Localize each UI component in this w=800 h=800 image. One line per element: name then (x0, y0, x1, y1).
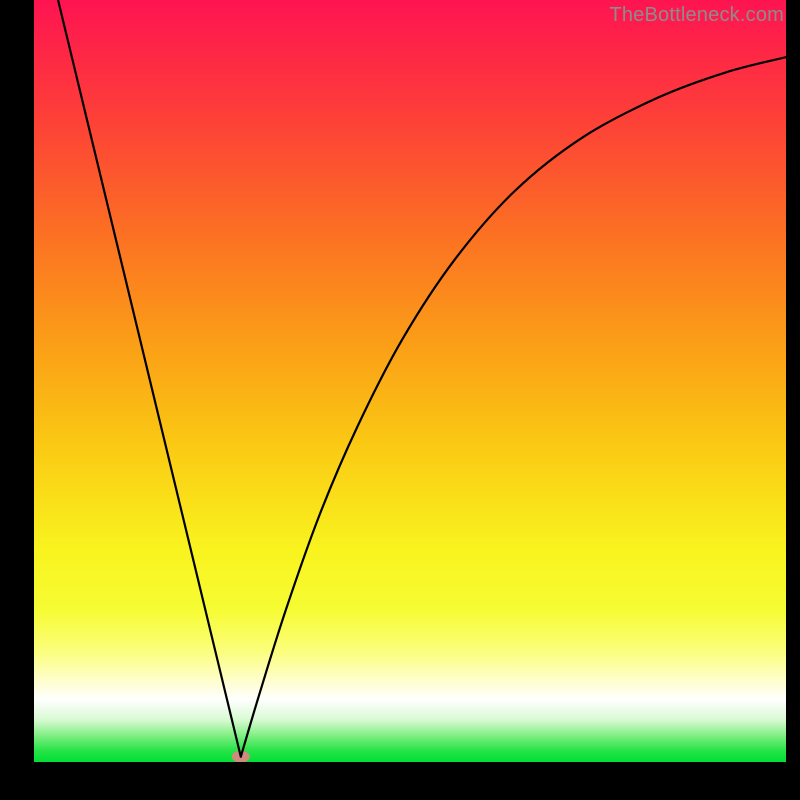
frame-bottom (0, 762, 800, 800)
right-branch (241, 57, 786, 757)
frame-left (0, 0, 34, 800)
left-branch (58, 0, 241, 757)
frame-right (786, 0, 800, 800)
plot-area (34, 0, 786, 762)
watermark-text: TheBottleneck.com (609, 4, 784, 27)
curve-layer (34, 0, 786, 762)
chart-container: TheBottleneck.com (0, 0, 800, 800)
